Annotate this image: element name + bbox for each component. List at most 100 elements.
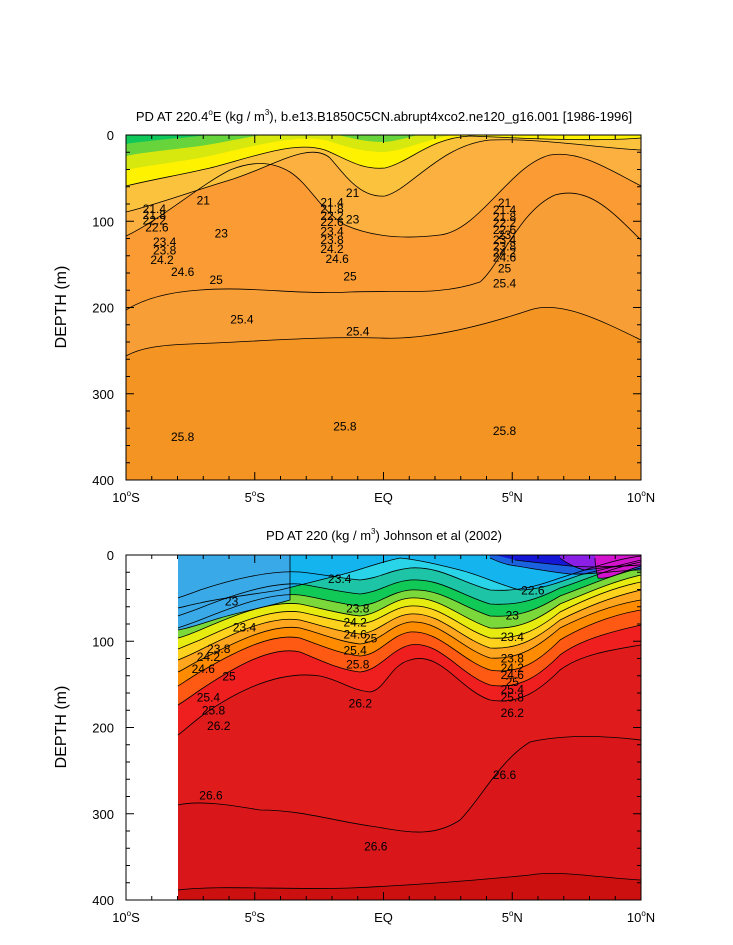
contour-line bbox=[126, 139, 641, 213]
contour-line bbox=[126, 306, 641, 357]
x-tick-label: 5oS bbox=[245, 909, 266, 925]
density-band bbox=[126, 76, 641, 135]
contour-line bbox=[126, 192, 641, 311]
contour-label: 24.2 bbox=[343, 615, 367, 629]
y-tick-label: 200 bbox=[92, 301, 114, 316]
contour-line bbox=[177, 736, 641, 833]
contour-line bbox=[177, 581, 641, 650]
contour-label: 25 bbox=[506, 675, 520, 689]
y-tick-label: 300 bbox=[92, 807, 114, 822]
contour-line bbox=[177, 609, 641, 687]
contour-label: 23 bbox=[506, 608, 520, 622]
contour-line bbox=[177, 567, 641, 629]
contour-line bbox=[177, 561, 641, 617]
contour-line bbox=[177, 555, 641, 599]
contour-label: 24.6 bbox=[501, 668, 525, 682]
contour-label: 22.2 bbox=[493, 216, 517, 230]
chart-title: PD AT 220 (kg / m3) Johnson et al (2002) bbox=[266, 527, 502, 543]
density-band bbox=[178, 555, 641, 608]
contour-line bbox=[489, 557, 641, 575]
y-axis-label: DEPTH (m) bbox=[53, 686, 70, 769]
contour-label: 23.8 bbox=[320, 233, 344, 247]
density-band bbox=[126, 64, 641, 135]
contour-line bbox=[594, 557, 641, 579]
contour-label: 24.2 bbox=[320, 242, 344, 256]
y-tick-label: 400 bbox=[92, 893, 114, 908]
contour-label: 26.2 bbox=[501, 706, 525, 720]
contour-line bbox=[126, 153, 641, 238]
contour-label: 23.8 bbox=[501, 652, 525, 666]
contour-label: 22.6 bbox=[145, 220, 169, 234]
contour-label: 21 bbox=[498, 196, 512, 210]
axis-ticks bbox=[125, 554, 642, 901]
contour-label: 22.2 bbox=[143, 213, 167, 227]
contour-label: 23.4 bbox=[320, 225, 344, 239]
contour-label: 25.4 bbox=[346, 325, 370, 339]
y-tick-label: 400 bbox=[92, 473, 114, 488]
contour-line bbox=[177, 624, 641, 706]
contour-label: 22.6 bbox=[521, 583, 545, 597]
contour-label: 25.4 bbox=[501, 683, 525, 697]
contour-label: 21 bbox=[197, 194, 211, 208]
contour-label: 23.4 bbox=[328, 572, 352, 586]
contour-label: 26.2 bbox=[349, 696, 373, 710]
contour-field-observations bbox=[177, 555, 641, 900]
y-tick-label: 100 bbox=[92, 214, 114, 229]
contour-label: 25.8 bbox=[333, 420, 357, 434]
contour-label: 25.4 bbox=[197, 690, 221, 704]
contour-label: 26.6 bbox=[493, 768, 517, 782]
contour-line bbox=[177, 873, 641, 891]
contour-label: 24.6 bbox=[192, 662, 216, 676]
y-axis-label: DEPTH (m) bbox=[53, 266, 70, 349]
x-tick-label: 10oS bbox=[112, 489, 140, 505]
x-tick-labels: 10oS 5oS EQ 5oN 10oN bbox=[112, 489, 655, 505]
contour-label: 24.2 bbox=[501, 661, 525, 675]
contour-label: 23.8 bbox=[207, 642, 231, 656]
contour-label: 24.2 bbox=[493, 245, 517, 259]
x-tick-label: 10oS bbox=[112, 909, 140, 925]
y-tick-label: 0 bbox=[107, 128, 114, 143]
contour-label: 25.4 bbox=[493, 276, 517, 290]
contour-label: 23.4 bbox=[153, 235, 177, 249]
contour-label: 23 bbox=[215, 226, 229, 240]
x-tick-label: 10oN bbox=[627, 489, 655, 505]
y-tick-label: 0 bbox=[107, 548, 114, 563]
contour-label: 22.6 bbox=[320, 215, 344, 229]
contour-line bbox=[177, 589, 641, 661]
x-tick-label: EQ bbox=[374, 490, 393, 505]
contour-label: 21.8 bbox=[320, 202, 344, 216]
contour-label: 24.6 bbox=[325, 252, 349, 266]
contour-line bbox=[177, 557, 641, 609]
contour-label: 25.8 bbox=[202, 703, 226, 717]
contour-label: 23.4 bbox=[501, 630, 525, 644]
contour-label: 25.8 bbox=[171, 430, 195, 444]
x-tick-label: 5oN bbox=[502, 489, 523, 505]
contour-label: 21.4 bbox=[493, 203, 517, 217]
x-tick-label: 5oN bbox=[502, 909, 523, 925]
contour-label: 23 bbox=[346, 213, 360, 227]
contour-label: 25 bbox=[343, 269, 357, 283]
contour-label: 23 bbox=[498, 228, 512, 242]
contour-label: 23 bbox=[225, 595, 239, 609]
y-tick-labels: 0 100 200 300 400 bbox=[92, 548, 114, 908]
contour-labels: 2323.423.824.224.62525.425.826.226.623.4… bbox=[192, 572, 545, 853]
contour-line bbox=[177, 555, 291, 631]
contour-label: 24.2 bbox=[197, 650, 221, 664]
contour-label: 21.8 bbox=[143, 208, 167, 222]
contour-label: 25.8 bbox=[346, 658, 370, 672]
contour-label: 21.4 bbox=[143, 202, 167, 216]
contour-label: 24.2 bbox=[150, 253, 174, 267]
contour-label: 25.8 bbox=[493, 424, 517, 438]
contour-label: 23.4 bbox=[233, 620, 257, 634]
y-tick-labels: 0 100 200 300 400 bbox=[92, 128, 114, 488]
contour-label: 21.4 bbox=[320, 195, 344, 209]
contour-label: 25 bbox=[222, 670, 236, 684]
x-tick-labels: 10oS 5oS EQ 5oN 10oN bbox=[112, 909, 655, 925]
contour-label: 24.6 bbox=[493, 250, 517, 264]
axis-ticks bbox=[125, 134, 642, 481]
contour-line bbox=[177, 644, 641, 736]
y-tick-label: 100 bbox=[92, 634, 114, 649]
